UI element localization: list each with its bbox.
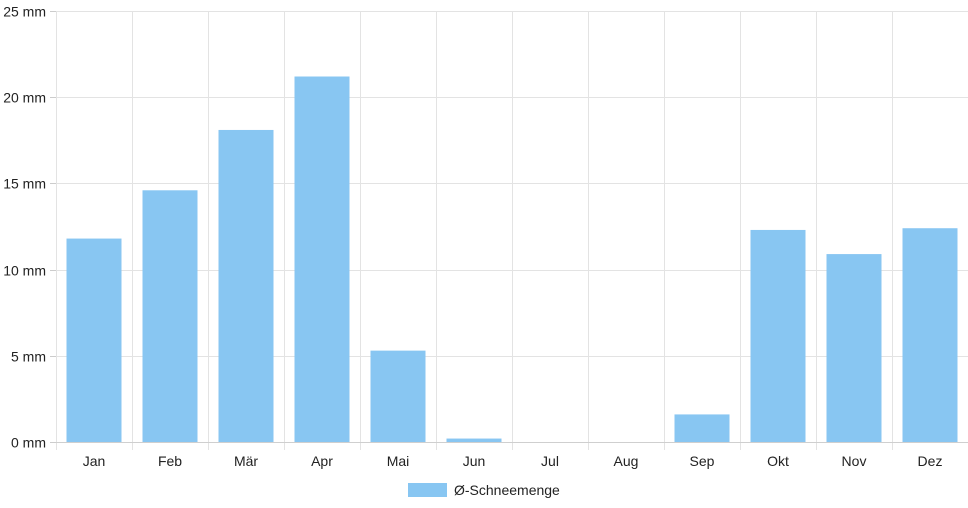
bar-apr[interactable] (294, 76, 350, 443)
x-tick-label: Okt (767, 453, 789, 469)
x-tick-label: Jan (83, 453, 106, 469)
legend-label: Ø-Schneemenge (454, 482, 560, 498)
bar-jun[interactable] (446, 438, 502, 442)
bar-dez[interactable] (902, 228, 958, 442)
x-tick-label: Feb (158, 453, 182, 469)
x-tick-label: Apr (311, 453, 333, 469)
y-axis: 0 mm 5 mm 10 mm 15 mm 20 mm 25 mm (3, 4, 56, 451)
y-tick-label: 20 mm (3, 90, 46, 106)
x-tick-label: Aug (614, 453, 639, 469)
x-tick-label: Sep (690, 453, 715, 469)
y-tick-label: 25 mm (3, 4, 46, 20)
x-tick-label: Dez (918, 453, 943, 469)
y-tick-label: 10 mm (3, 263, 46, 279)
legend[interactable]: Ø-Schneemenge (408, 482, 560, 498)
bars (66, 76, 958, 443)
bar-okt[interactable] (750, 229, 806, 442)
x-tick-label: Jun (463, 453, 486, 469)
bar-sep[interactable] (674, 414, 730, 442)
bar-mär[interactable] (218, 129, 274, 442)
grid (56, 11, 968, 450)
bar-feb[interactable] (142, 190, 198, 442)
x-tick-label: Jul (541, 453, 559, 469)
x-axis: Jan Feb Mär Apr Mai Jun Jul Aug Sep Okt Nov Dez (56, 442, 968, 469)
legend-swatch (408, 483, 447, 497)
bar-mai[interactable] (370, 350, 426, 442)
x-tick-label: Mär (234, 453, 258, 469)
x-tick-label: Mai (387, 453, 410, 469)
y-tick-label: 15 mm (3, 176, 46, 192)
x-tick-label: Nov (842, 453, 867, 469)
y-tick-label: 0 mm (11, 435, 46, 451)
y-tick-label: 5 mm (11, 349, 46, 365)
bar-jan[interactable] (66, 238, 122, 442)
bar-nov[interactable] (826, 254, 882, 442)
